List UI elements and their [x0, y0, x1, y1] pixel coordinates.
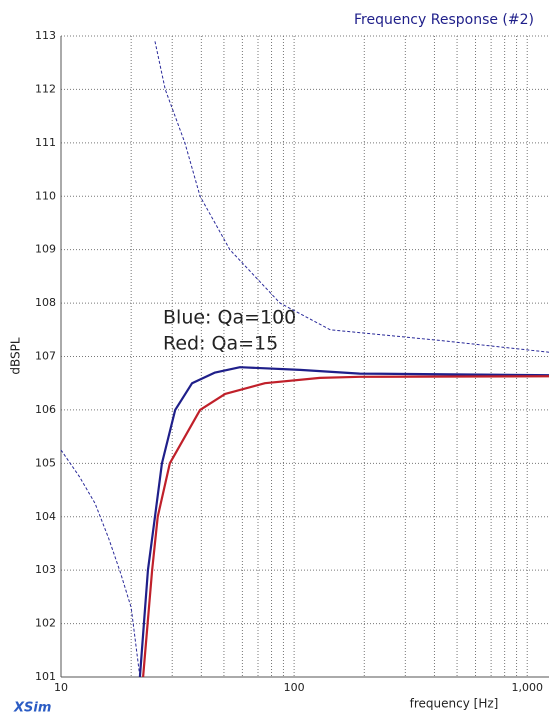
- y-tick-label: 104: [35, 510, 56, 523]
- brand: XSim: [13, 701, 51, 716]
- data-line: [142, 375, 549, 678]
- data-line: [138, 366, 549, 678]
- y-tick-label: 108: [35, 296, 56, 309]
- data-line: [60, 41, 549, 678]
- x-tick-label: 10: [54, 681, 68, 694]
- y-tick-label: 112: [35, 82, 56, 95]
- chart-title: Frequency Response (#2): [354, 12, 534, 28]
- annotation: Blue: Qa=100: [163, 307, 296, 329]
- y-tick-label: 113: [35, 29, 56, 42]
- x-axis-label: frequency [Hz]: [410, 697, 499, 711]
- y-tick-label: 105: [35, 456, 56, 469]
- x-tick-label: 100: [284, 681, 305, 694]
- y-tick-label: 110: [35, 189, 56, 202]
- y-tick-label: 102: [35, 617, 56, 630]
- x-tick-label: 1,000: [511, 681, 543, 694]
- y-tick-label: 106: [35, 403, 56, 416]
- y-tick-label: 107: [35, 350, 56, 363]
- y-tick-label: 111: [35, 136, 56, 149]
- y-tick-label: 103: [35, 563, 56, 576]
- y-axis-label: dBSPL: [9, 337, 23, 374]
- y-tick-label: 109: [35, 243, 56, 256]
- y-tick-label: 101: [35, 670, 56, 683]
- annotation: Red: Qa=15: [163, 333, 278, 355]
